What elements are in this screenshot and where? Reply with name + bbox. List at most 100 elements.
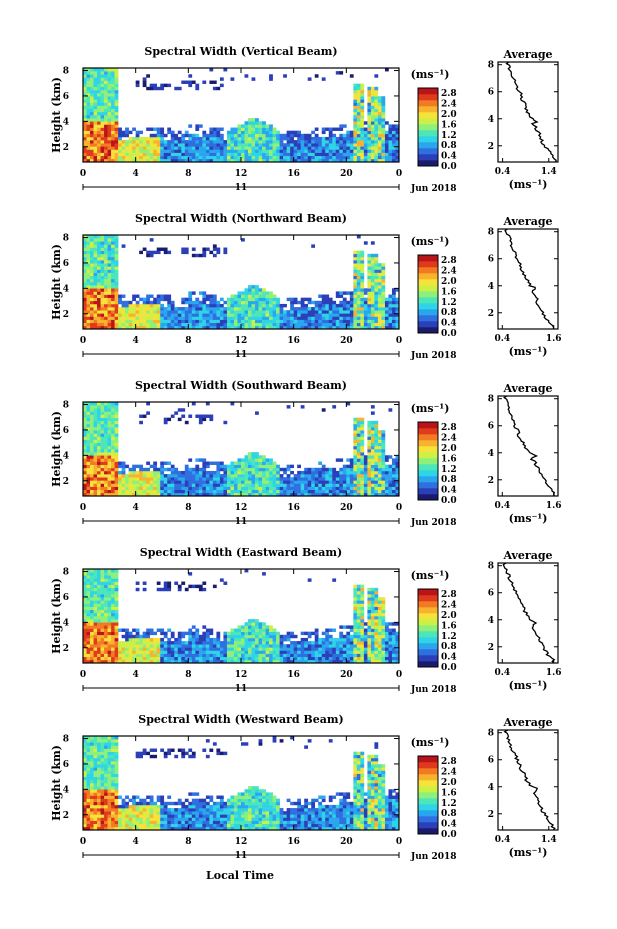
heatmap-cell	[367, 483, 372, 487]
heatmap-cell	[160, 650, 165, 654]
heatmap-cell	[381, 105, 386, 110]
heatmap-cell	[297, 310, 301, 314]
heatmap-cell	[248, 480, 252, 484]
heatmap-cell	[265, 458, 270, 462]
heatmap-cell	[353, 102, 358, 106]
heatmap-cell	[191, 647, 196, 651]
average-y-tick-label: 6	[488, 88, 494, 98]
heatmap-cell	[335, 152, 340, 157]
heatmap-cell	[384, 455, 389, 459]
heatmap-cell	[111, 420, 115, 425]
heatmap-cell	[395, 461, 400, 465]
heatmap-cell	[146, 411, 151, 415]
heatmap-cell	[356, 492, 361, 497]
heatmap-cell	[300, 297, 305, 302]
heatmap-cell	[212, 319, 217, 324]
heatmap-cell	[311, 313, 316, 317]
heatmap-cell	[174, 474, 179, 478]
heatmap-cell	[374, 423, 379, 428]
heatmap-cell	[139, 307, 143, 311]
heatmap-cell	[328, 300, 333, 305]
heatmap-cell	[97, 590, 101, 595]
heatmap-cell	[90, 285, 94, 289]
heatmap-cell	[325, 313, 330, 317]
heatmap-cell	[195, 464, 200, 469]
heatmap-cell	[265, 644, 270, 648]
heatmap-cell	[86, 140, 91, 144]
heatmap-cell	[314, 650, 319, 654]
heatmap-cell	[314, 474, 319, 478]
heatmap-cell	[202, 319, 207, 324]
heatmap-cell	[381, 118, 386, 122]
heatmap-cell	[156, 152, 161, 157]
heatmap-cell	[83, 71, 87, 75]
heatmap-cell	[139, 143, 143, 147]
heatmap-cell	[265, 140, 270, 144]
heatmap-cell	[118, 310, 122, 314]
heatmap-cell	[255, 118, 259, 122]
heatmap-cell	[391, 152, 396, 157]
heatmap-cell	[83, 83, 87, 88]
heatmap-cell	[202, 300, 207, 305]
heatmap-cell	[135, 656, 140, 661]
heatmap-cell	[255, 297, 259, 302]
heatmap-cell	[170, 641, 175, 645]
heatmap-cell	[202, 461, 207, 465]
heatmap-cell	[93, 285, 98, 289]
heatmap-cell	[272, 152, 277, 157]
heatmap-cell	[167, 130, 172, 135]
heatmap-cell	[111, 619, 115, 623]
heatmap-cell	[233, 653, 238, 658]
heatmap-cell	[97, 124, 101, 128]
heatmap-cell	[212, 149, 217, 153]
heatmap-cell	[121, 149, 126, 153]
heatmap-cell	[353, 310, 358, 314]
heatmap-cell	[191, 300, 196, 305]
heatmap-cell	[86, 483, 91, 487]
heatmap-cell	[191, 253, 196, 258]
heatmap-cell	[142, 316, 147, 320]
heatmap-cell	[135, 146, 140, 150]
heatmap-cell	[114, 606, 119, 611]
heatmap-cell	[167, 486, 172, 491]
heatmap-cell	[363, 297, 368, 302]
heatmap-cell	[90, 594, 94, 598]
heatmap-cell	[374, 282, 379, 286]
average-y-tick-label: 2	[488, 142, 494, 152]
heatmap-cell	[111, 74, 115, 78]
heatmap-cell	[104, 247, 108, 251]
heatmap-cell	[216, 316, 221, 320]
heatmap-cell	[160, 127, 165, 131]
heatmap-cell	[304, 146, 309, 150]
heatmap-cell	[146, 477, 151, 481]
heatmap-cell	[177, 143, 182, 147]
heatmap-cell	[374, 297, 379, 302]
heatmap-cell	[356, 127, 361, 131]
heatmap-cell	[360, 455, 365, 459]
x-tick-label: 12	[235, 503, 248, 513]
heatmap-cell	[272, 325, 277, 330]
heatmap-cell	[86, 572, 91, 576]
heatmap-cell	[276, 130, 280, 135]
heatmap-cell	[177, 417, 182, 422]
heatmap-cell	[93, 594, 98, 598]
heatmap-cell	[360, 439, 365, 444]
heatmap-cell	[283, 149, 287, 153]
heatmap-cell	[97, 80, 101, 84]
heatmap-cell	[237, 647, 242, 651]
heatmap-cell	[328, 140, 333, 144]
heatmap-cell	[205, 461, 210, 465]
heatmap-cell	[86, 625, 91, 629]
heatmap-cell	[195, 297, 200, 302]
heatmap-cell	[198, 303, 203, 308]
heatmap-cell	[360, 89, 365, 94]
heatmap-cell	[286, 474, 291, 478]
heatmap-cell	[262, 653, 266, 658]
heatmap-cell	[184, 80, 189, 84]
heatmap-cell	[86, 68, 91, 72]
heatmap-cell	[381, 146, 386, 150]
heatmap-cell	[356, 470, 361, 475]
heatmap-cell	[90, 584, 94, 589]
heatmap-cell	[195, 83, 200, 88]
heatmap-cell	[111, 288, 115, 292]
